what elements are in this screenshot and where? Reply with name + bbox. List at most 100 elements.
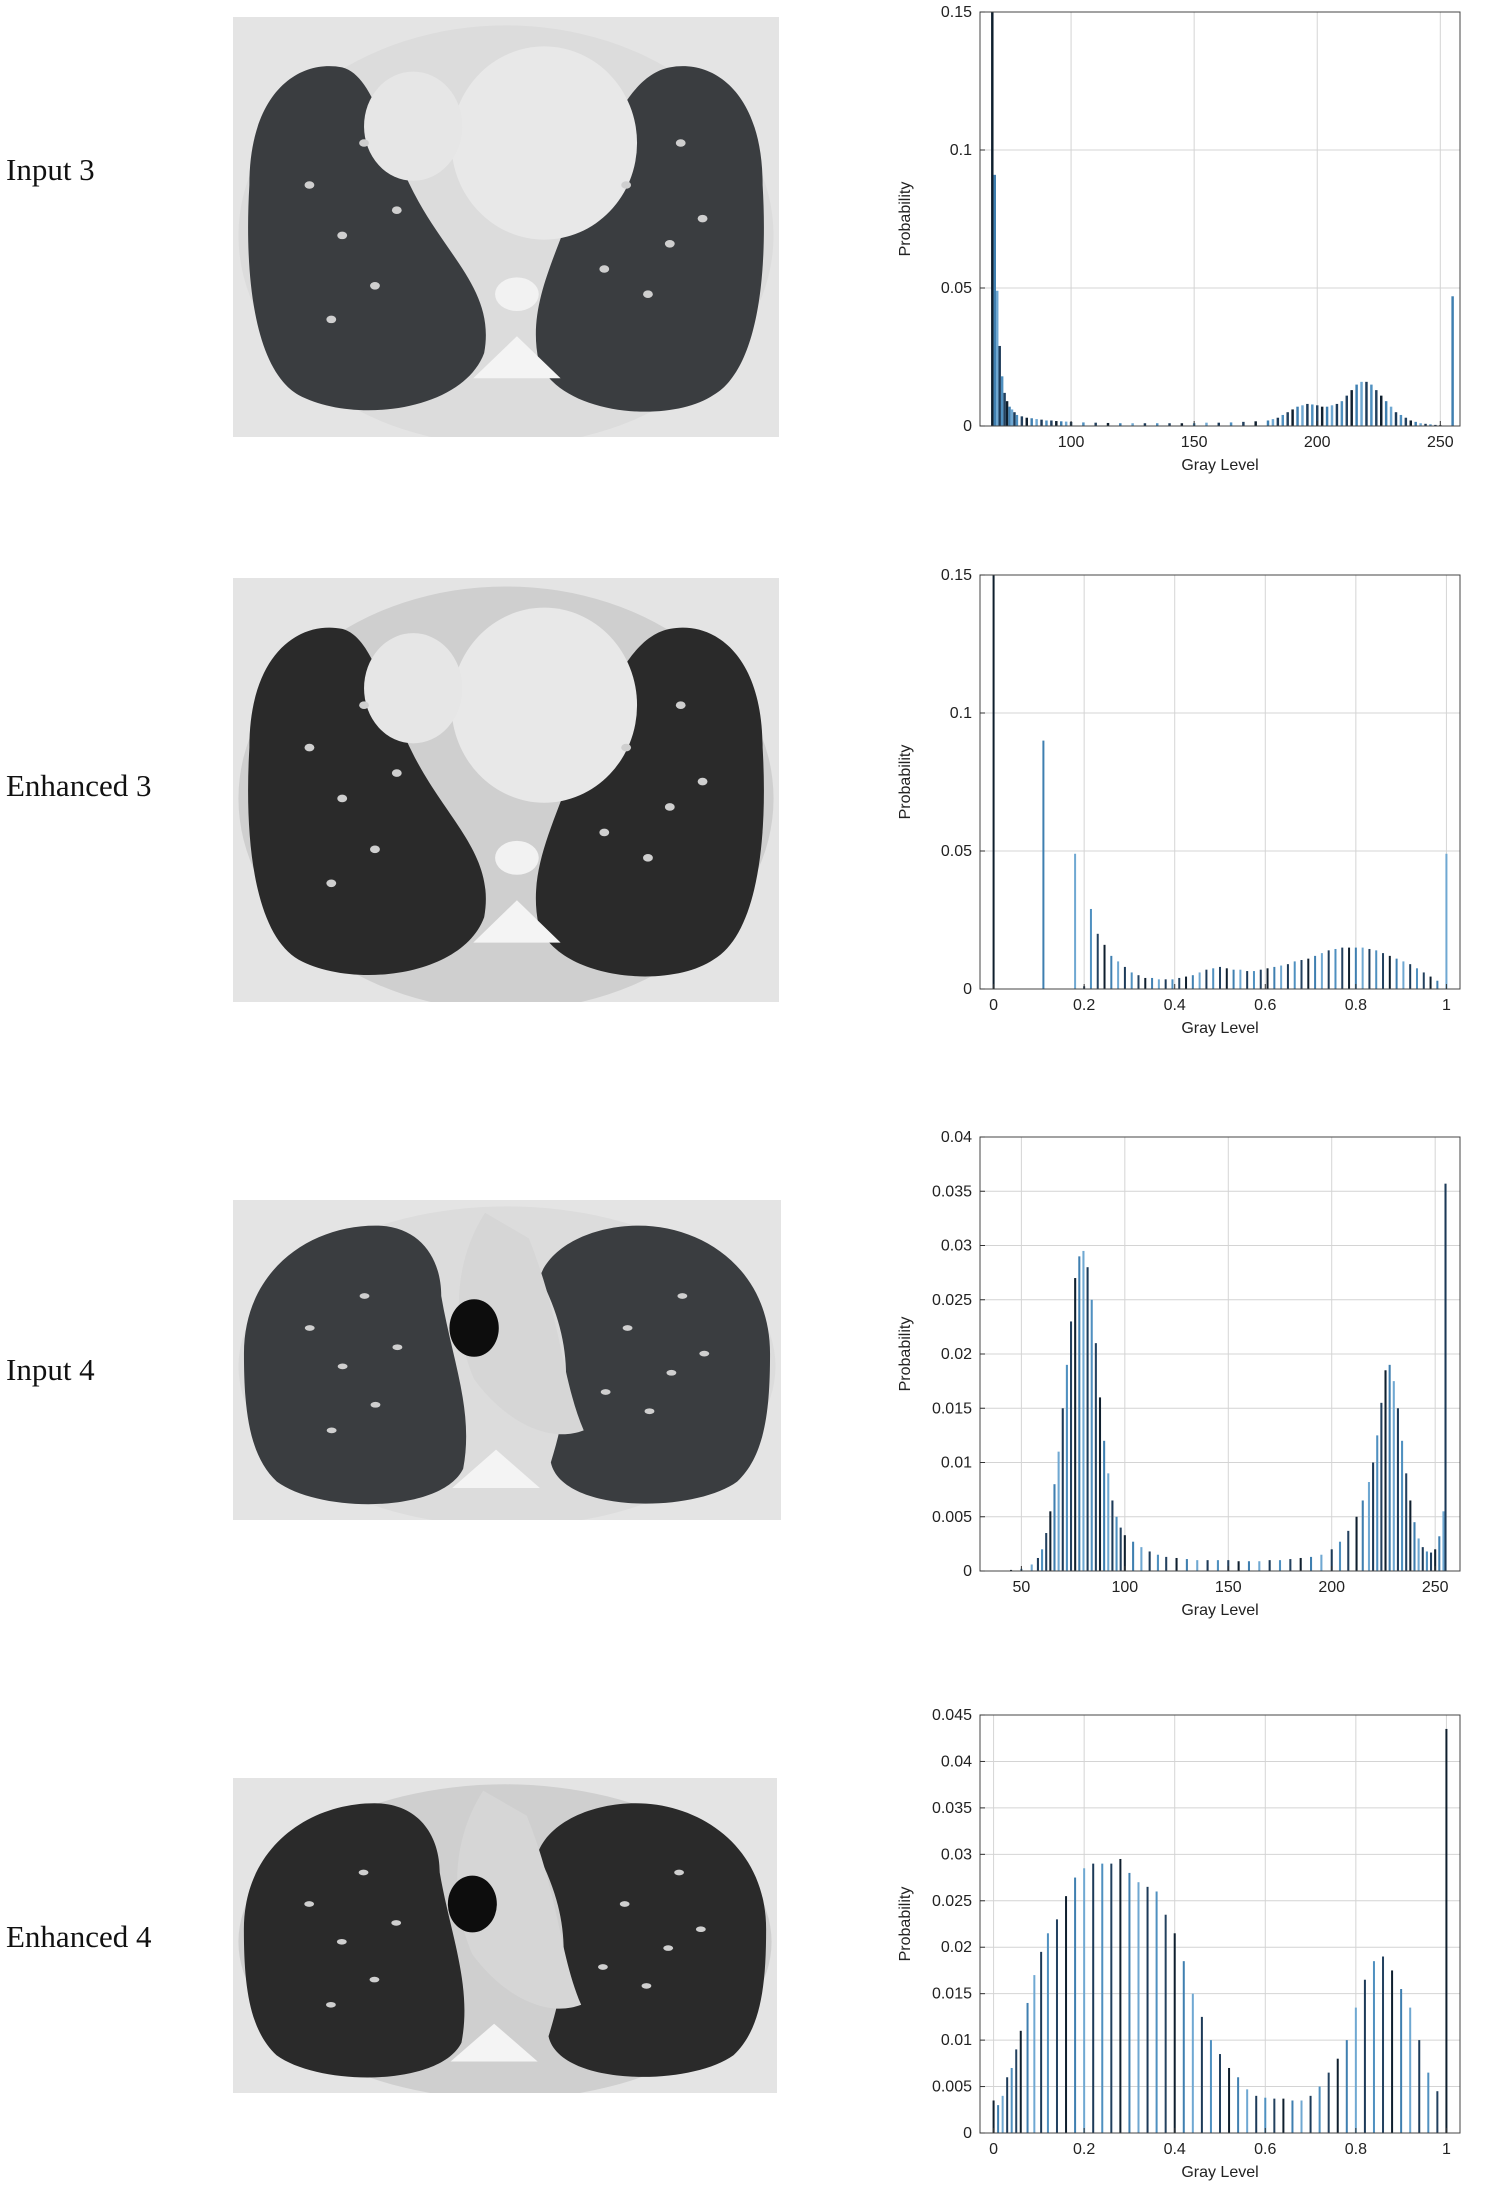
histogram-bar — [1429, 424, 1432, 426]
histogram-bar — [1392, 1381, 1395, 1571]
histogram-bar — [1325, 406, 1329, 426]
histogram-bar — [1128, 1872, 1131, 2133]
histogram-bar — [1143, 423, 1147, 426]
histogram-bar — [1065, 1364, 1068, 1571]
histogram-bar — [1196, 1560, 1199, 1571]
histogram-bar — [996, 290, 999, 426]
histogram-bar — [1106, 422, 1110, 426]
histogram-bar — [1347, 1530, 1350, 1571]
histogram-bar — [1402, 961, 1405, 989]
histogram-bar — [1273, 2098, 1276, 2133]
histogram-bar — [1282, 2098, 1285, 2133]
y-tick-label: 0.045 — [932, 1707, 972, 1724]
histogram-bar — [1404, 417, 1408, 426]
histogram-bar — [1255, 2095, 1258, 2133]
histogram-bar — [1053, 1484, 1056, 1571]
histogram-bar — [1388, 955, 1391, 989]
histogram-bar — [1430, 1552, 1433, 1571]
ct-scan-image-enhanced-4 — [233, 1778, 777, 2093]
histogram-bar — [1246, 2089, 1249, 2133]
histogram-bar — [1137, 1882, 1140, 2133]
histogram-bar — [1345, 2040, 1348, 2133]
histogram-bar — [1391, 1970, 1394, 2133]
histogram-bar — [1030, 418, 1033, 426]
histogram-bar — [1098, 1397, 1102, 1571]
histogram-bar — [992, 2100, 995, 2133]
histogram-bar — [1345, 395, 1348, 426]
histogram-bar — [1119, 423, 1122, 426]
x-tick-label: 0 — [989, 2141, 998, 2158]
histogram-bar — [1252, 971, 1255, 989]
row-label-input-4: Input 4 — [6, 1352, 95, 1387]
x-tick-label: 150 — [1181, 434, 1208, 451]
y-tick-label: 0.01 — [941, 1455, 972, 1472]
histogram-bar — [1418, 2040, 1421, 2133]
x-tick-label: 0.6 — [1254, 997, 1276, 1014]
histogram-bar — [1306, 403, 1309, 426]
x-tick-label: 0.2 — [1073, 997, 1095, 1014]
histogram-bar — [1380, 395, 1383, 426]
y-axis-label: Probability — [897, 1317, 914, 1392]
y-axis-label: Probability — [897, 745, 914, 820]
histogram-bar — [1205, 422, 1208, 426]
x-tick-label: 200 — [1304, 434, 1331, 451]
histogram-bar — [1309, 2095, 1312, 2133]
histogram-bar — [1375, 950, 1378, 989]
histogram-bar — [1425, 1551, 1428, 1571]
histogram-bar — [1400, 1989, 1403, 2133]
x-tick-label: 0.4 — [1164, 2141, 1186, 2158]
histogram-bar — [1111, 1500, 1114, 1571]
histogram-bar — [1117, 961, 1120, 989]
histogram-bar — [1334, 948, 1337, 989]
histogram-bar — [1405, 1473, 1408, 1571]
histogram-bar — [1131, 423, 1134, 426]
histogram-enhanced-3: 0 0.2 0.4 0.6 0.8 1 0 0.05 0.1 0.15 Gray Level Prob… — [897, 567, 1461, 1037]
histogram-bar — [1156, 1554, 1159, 1571]
histogram-bar — [1415, 968, 1418, 989]
x-tick-label: 150 — [1215, 1579, 1242, 1596]
histogram-bar — [1010, 409, 1014, 426]
y-tick-label: 0.15 — [941, 567, 972, 584]
histogram-bar — [1025, 417, 1028, 426]
histogram-bar — [1164, 1914, 1167, 2133]
histogram-bar — [1185, 1559, 1188, 1571]
histogram-bar — [992, 575, 995, 989]
histogram-bar — [1094, 422, 1097, 426]
histogram-bar — [1429, 976, 1432, 989]
histogram-bar — [1165, 1556, 1168, 1571]
histogram-bar — [1191, 1993, 1194, 2133]
histogram-bar — [1035, 419, 1038, 426]
histogram-bar — [1320, 953, 1323, 989]
histogram-bar — [1001, 2095, 1004, 2133]
histogram-bar — [1266, 968, 1269, 989]
histogram-bar — [1132, 1541, 1135, 1571]
histogram-bar — [1206, 1560, 1209, 1571]
histogram-bar — [1228, 2067, 1231, 2133]
axes-box — [979, 1714, 1461, 2134]
histogram-bar — [1013, 412, 1016, 426]
ct-scan-drawing — [233, 1200, 781, 1520]
histogram-bar — [1354, 947, 1357, 989]
histogram-bar — [1237, 1561, 1240, 1571]
histogram-bar — [1156, 423, 1159, 426]
y-tick-label: 0.15 — [941, 4, 972, 21]
histogram-bar — [1020, 416, 1024, 426]
histogram-bar — [1436, 980, 1439, 989]
histogram-bar — [1237, 2077, 1240, 2133]
histogram-bar — [1259, 969, 1262, 989]
histogram-bar — [998, 345, 1001, 426]
histogram-bar — [1216, 1560, 1219, 1571]
histogram-bar — [1005, 401, 1009, 426]
histogram-bar — [1182, 1961, 1185, 2133]
histogram-bar — [997, 2105, 1000, 2133]
histogram-bar — [1070, 1321, 1073, 1571]
histogram-bar — [1065, 1896, 1068, 2133]
histogram-bar — [1318, 2086, 1321, 2133]
histogram-bar — [1327, 2072, 1330, 2133]
histogram-bar — [1280, 965, 1283, 989]
y-tick-label: 0.1 — [950, 142, 972, 159]
histogram-bar — [1276, 417, 1280, 426]
histogram-bar — [1310, 1556, 1313, 1571]
histogram-bar — [1119, 1858, 1122, 2133]
row-label-input-3: Input 3 — [6, 152, 95, 187]
